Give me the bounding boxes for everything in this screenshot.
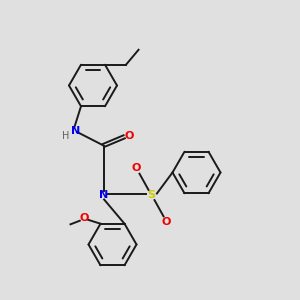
Text: O: O [132,163,141,173]
Text: O: O [162,217,171,227]
Text: O: O [79,213,89,223]
Text: N: N [99,190,108,200]
Text: N: N [71,125,80,136]
Text: S: S [148,190,155,200]
Text: O: O [124,130,134,141]
Text: H: H [62,131,70,141]
